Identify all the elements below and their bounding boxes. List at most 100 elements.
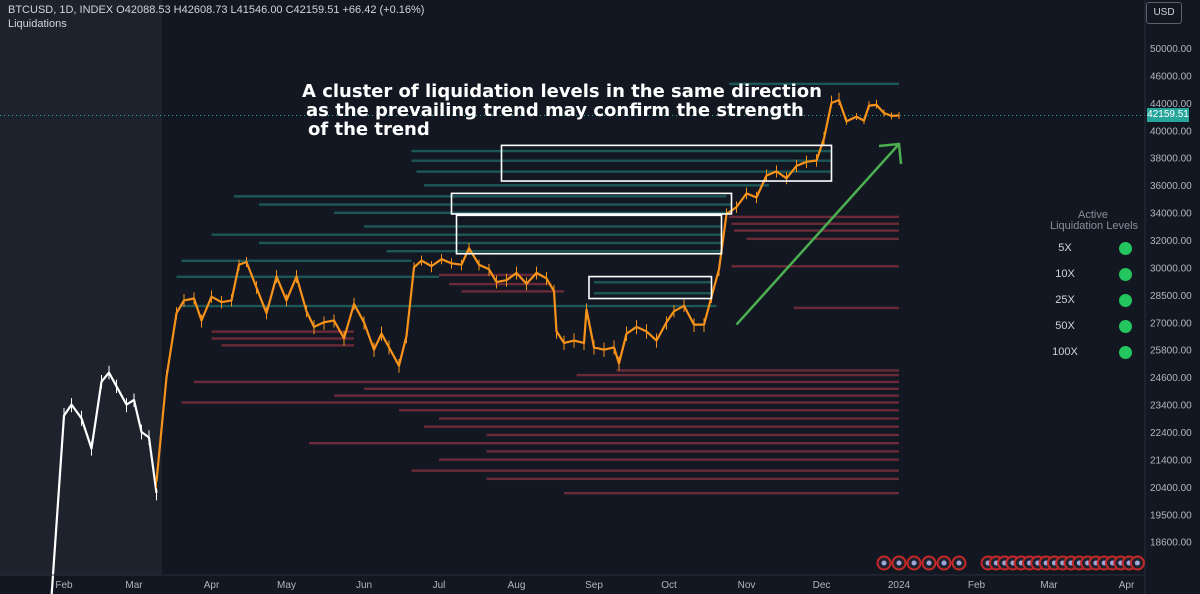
short-liquidation-level xyxy=(399,409,899,412)
short-liquidation-level xyxy=(211,330,354,333)
x-tick-label: Apr xyxy=(204,580,220,591)
y-tick-label: 22400.00 xyxy=(1150,428,1192,439)
legend-row-100x: 100X xyxy=(1005,344,1195,362)
legend-label: 25X xyxy=(1055,294,1075,306)
short-liquidation-level xyxy=(211,337,354,340)
x-tick-label: Jul xyxy=(433,580,446,591)
short-liquidation-level xyxy=(364,387,899,390)
y-tick-label: 21400.00 xyxy=(1150,455,1192,466)
status-dot-icon xyxy=(1119,268,1132,281)
event-flag-dot xyxy=(926,560,932,566)
legend-title-line: Active xyxy=(1078,209,1108,221)
last-price-tag: 42159.51 xyxy=(1147,108,1189,123)
y-tick-label: 23400.00 xyxy=(1150,401,1192,412)
short-liquidation-level xyxy=(334,394,899,397)
cluster-box xyxy=(450,192,733,215)
legend-title-line: Liquidation Levels xyxy=(1049,220,1139,232)
legend-label: 50X xyxy=(1055,320,1075,332)
y-axis[interactable]: 50000.00 46000.00 44000.00 40000.00 38000.00… xyxy=(1150,44,1192,549)
long-liquidation-level xyxy=(334,211,732,214)
cluster-box xyxy=(500,144,833,182)
price-series xyxy=(50,92,900,594)
x-tick-label: Aug xyxy=(508,580,526,591)
long-liquidation-level xyxy=(181,304,717,308)
short-liquidation-level xyxy=(731,222,899,225)
event-icons[interactable] xyxy=(876,555,1145,571)
short-liquidation-level xyxy=(486,477,899,481)
x-tick-label: Mar xyxy=(125,580,143,591)
long-liquidation-levels xyxy=(176,82,899,308)
short-liquidation-level xyxy=(576,373,899,377)
short-liquidation-level xyxy=(794,306,899,310)
legend-row-5x: 5X xyxy=(1005,240,1195,258)
short-liquidation-level xyxy=(486,433,899,437)
currency-button[interactable]: USD xyxy=(1146,2,1182,24)
long-liquidation-level xyxy=(386,249,722,253)
y-tick-label: 44000.00 xyxy=(1150,99,1192,110)
y-tick-label: 19500.00 xyxy=(1150,510,1192,521)
x-tick-label: 2024 xyxy=(888,580,911,591)
annotation-line: A cluster of liquidation levels in the s… xyxy=(302,81,822,102)
symbol-header: BTCUSD, 1D, INDEX O42088.53 H42608.73 L4… xyxy=(8,4,425,16)
short-liquidation-level xyxy=(424,425,899,428)
y-tick-label: 25800.00 xyxy=(1150,346,1192,357)
short-liquidation-level xyxy=(439,417,899,420)
long-liquidation-level xyxy=(364,225,722,228)
long-liquidation-level xyxy=(411,159,832,162)
event-flag-dot xyxy=(911,560,917,566)
short-liquidation-level xyxy=(221,344,354,347)
arrow-head xyxy=(878,142,903,165)
y-tick-label: 30000.00 xyxy=(1150,263,1192,274)
annotation-line: of the trend xyxy=(308,119,430,140)
x-tick-label: Feb xyxy=(55,580,73,591)
short-liquidation-level xyxy=(194,380,899,384)
legend-label: 100X xyxy=(1052,346,1078,358)
y-tick-label: 38000.00 xyxy=(1150,154,1192,165)
x-tick-label: Sep xyxy=(585,580,603,591)
x-tick-label: Oct xyxy=(661,580,677,591)
legend-label: 10X xyxy=(1055,268,1075,280)
short-liquidation-level xyxy=(411,469,899,472)
short-liquidation-level xyxy=(729,215,899,219)
legend-label: 5X xyxy=(1058,242,1072,254)
short-liquidation-level xyxy=(731,265,899,268)
legend-row-50x: 50X xyxy=(1005,318,1195,336)
y-tick-label: 20400.00 xyxy=(1150,483,1192,494)
arrow-shaft xyxy=(735,143,900,326)
y-tick-label: 46000.00 xyxy=(1150,71,1192,82)
y-tick-label: 32000.00 xyxy=(1150,236,1192,247)
x-tick-label: Jun xyxy=(356,580,372,591)
short-liquidation-level xyxy=(746,237,899,241)
long-liquidation-level xyxy=(181,259,412,262)
short-liquidation-level xyxy=(486,450,899,453)
y-tick-label: 40000.00 xyxy=(1150,126,1192,137)
x-tick-label: Nov xyxy=(738,580,756,591)
short-liquidation-level xyxy=(449,282,552,286)
short-liquidation-level xyxy=(309,441,899,445)
x-axis[interactable]: Feb Mar Apr May Jun Jul Aug Sep Oct Nov Dec 2024 Feb… xyxy=(55,580,1135,591)
annotation-line: as the prevailing trend may confirm the … xyxy=(306,100,804,121)
y-tick-label: 27000.00 xyxy=(1150,318,1192,329)
indicator-name[interactable]: Liquidations xyxy=(8,18,67,30)
cluster-box xyxy=(455,214,723,255)
event-flag-dot xyxy=(956,560,962,566)
legend-row-10x: 10X xyxy=(1005,266,1195,284)
event-flag-dot xyxy=(1134,560,1140,566)
event-flag-dot xyxy=(941,560,947,566)
long-liquidation-level xyxy=(411,149,832,153)
short-liquidation-level xyxy=(181,401,899,404)
status-dot-icon xyxy=(1119,294,1132,307)
long-liquidation-level xyxy=(211,233,722,236)
y-tick-label: 28500.00 xyxy=(1150,291,1192,302)
short-liquidation-level xyxy=(461,290,564,293)
x-tick-label: Feb xyxy=(968,580,986,591)
status-dot-icon xyxy=(1119,242,1132,255)
x-tick-label: Dec xyxy=(813,580,831,591)
y-tick-label: 36000.00 xyxy=(1150,181,1192,192)
long-liquidation-level xyxy=(176,275,439,278)
status-dot-icon xyxy=(1119,346,1132,359)
y-tick-label: 34000.00 xyxy=(1150,209,1192,220)
short-liquidation-levels xyxy=(181,215,899,495)
